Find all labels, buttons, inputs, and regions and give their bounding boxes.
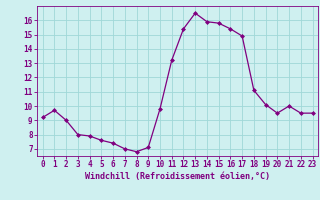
X-axis label: Windchill (Refroidissement éolien,°C): Windchill (Refroidissement éolien,°C): [85, 172, 270, 181]
